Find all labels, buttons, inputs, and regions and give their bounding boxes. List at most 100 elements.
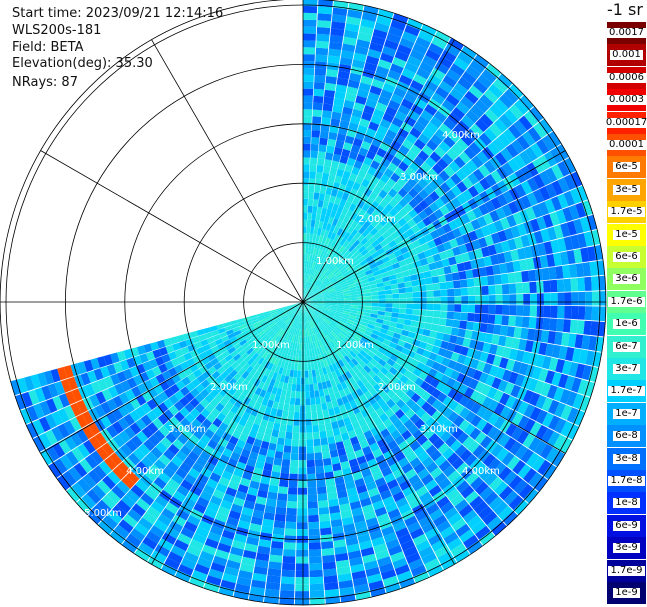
ray-gate	[236, 439, 246, 449]
ray-gate	[163, 484, 177, 497]
ray-gate	[358, 82, 371, 92]
ray-gate	[304, 267, 307, 275]
ray-gate	[566, 407, 579, 424]
colorbar-label: 0.00017	[603, 117, 647, 128]
colorbar-bin: 3e-8	[607, 447, 646, 470]
ray-gate	[529, 305, 538, 317]
ray-gate	[459, 529, 475, 543]
ray-gate	[474, 248, 484, 259]
ray-gate	[409, 127, 422, 139]
ray-gate	[391, 312, 399, 318]
ray-gate	[362, 346, 370, 354]
colorbar-bin: 1e-8	[607, 492, 646, 515]
ray-gate	[249, 480, 260, 490]
ray-gate	[450, 173, 462, 185]
ray-gate	[280, 338, 286, 346]
ray-gate	[357, 269, 365, 276]
ray-gate	[329, 306, 337, 310]
ray-gate	[382, 320, 391, 326]
ray-gate	[273, 457, 283, 466]
ray-gate	[296, 529, 308, 536]
ray-gate	[313, 287, 319, 294]
ray-gate	[503, 437, 517, 452]
ray-gate	[376, 179, 386, 190]
ray-gate	[329, 224, 336, 233]
ray-gate	[352, 382, 360, 391]
ray-gate	[461, 115, 475, 128]
ray-gate	[263, 344, 270, 352]
ray-gate	[266, 449, 276, 458]
ray-gate	[116, 350, 127, 362]
ray-gate	[233, 390, 242, 400]
ray-gate	[328, 216, 335, 225]
ray-gate	[265, 337, 273, 345]
ray-gate	[305, 281, 309, 289]
ray-gate	[207, 353, 216, 362]
ray-gate	[237, 393, 247, 403]
ray-gate	[307, 307, 313, 313]
ray-gate	[396, 474, 408, 485]
ray-gate	[187, 372, 197, 382]
ray-gate	[165, 432, 177, 444]
ray-gate	[519, 95, 534, 111]
ray-gate	[189, 397, 200, 408]
ray-gate	[442, 447, 455, 460]
ray-gate	[186, 545, 202, 557]
ray-gate	[313, 310, 320, 315]
ray-gate	[321, 207, 328, 216]
colorbar-bin: 1e-6	[607, 313, 646, 336]
ray-gate	[591, 276, 599, 291]
ray-gate	[304, 350, 307, 358]
ray-gate	[224, 374, 233, 383]
ray-gate	[423, 270, 432, 279]
ray-gate	[312, 431, 320, 440]
ray-gate	[317, 493, 328, 502]
ray-gate	[188, 467, 201, 479]
ray-gate	[546, 384, 558, 400]
ray-gate	[195, 526, 210, 538]
ray-gate	[411, 172, 423, 183]
ray-gate	[430, 269, 439, 277]
ray-gate	[237, 367, 246, 376]
ray-gate	[261, 525, 273, 534]
ray-gate	[479, 467, 493, 481]
ray-gate	[135, 406, 147, 418]
ray-gate	[256, 347, 264, 355]
colorbar-bin: 0.0001	[607, 134, 646, 156]
ray-gate	[425, 156, 437, 168]
ray-gate	[457, 76, 473, 91]
ray-gate	[462, 338, 471, 348]
ray-gate	[299, 439, 306, 447]
ray-gate	[311, 312, 317, 318]
ray-gate	[373, 432, 384, 443]
ray-gate	[471, 239, 481, 250]
ray-gate	[158, 454, 171, 466]
ray-gate	[263, 311, 271, 315]
ray-gate	[281, 569, 295, 578]
ray-gate	[528, 317, 537, 329]
ray-gate	[321, 402, 328, 411]
ray-gate	[395, 272, 404, 279]
ray-gate	[280, 417, 288, 425]
ray-gate	[384, 289, 393, 295]
ray-gate	[304, 288, 306, 296]
ray-gate	[355, 242, 364, 251]
ray-gate	[321, 258, 327, 266]
ray-gate	[209, 525, 224, 536]
ray-gate	[375, 549, 390, 561]
ray-gate	[309, 384, 314, 392]
ray-gate	[350, 305, 358, 309]
ray-gate	[303, 150, 311, 158]
ray-gate	[278, 367, 284, 375]
ray-gate	[321, 321, 328, 328]
ray-gate	[281, 323, 287, 330]
ray-gate	[196, 329, 205, 336]
ray-gate	[263, 312, 271, 317]
ray-gate	[303, 171, 310, 179]
field-text: Field: BETA	[12, 39, 84, 55]
ray-gate	[416, 434, 428, 446]
ray-gate	[504, 227, 514, 240]
ray-gate	[96, 480, 111, 495]
ray-gate	[222, 573, 238, 584]
ray-gate	[384, 311, 392, 317]
